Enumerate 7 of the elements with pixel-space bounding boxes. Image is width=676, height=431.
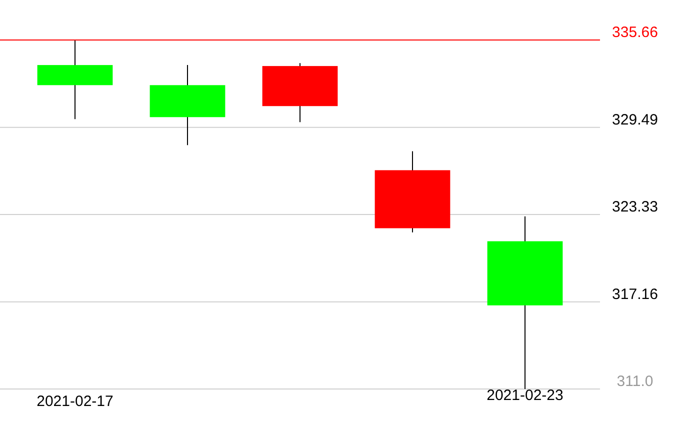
y-tick-label: 329.49 bbox=[612, 111, 658, 128]
y-tick-label: 335.66 bbox=[612, 24, 658, 41]
y-tick-label: 317.16 bbox=[612, 286, 658, 303]
y-tick-label: 311.0 bbox=[616, 373, 654, 390]
y-tick-label: 323.33 bbox=[612, 198, 658, 216]
x-tick-label: 2021-02-23 bbox=[486, 387, 564, 404]
x-tick-label: 2021-02-17 bbox=[36, 393, 114, 410]
